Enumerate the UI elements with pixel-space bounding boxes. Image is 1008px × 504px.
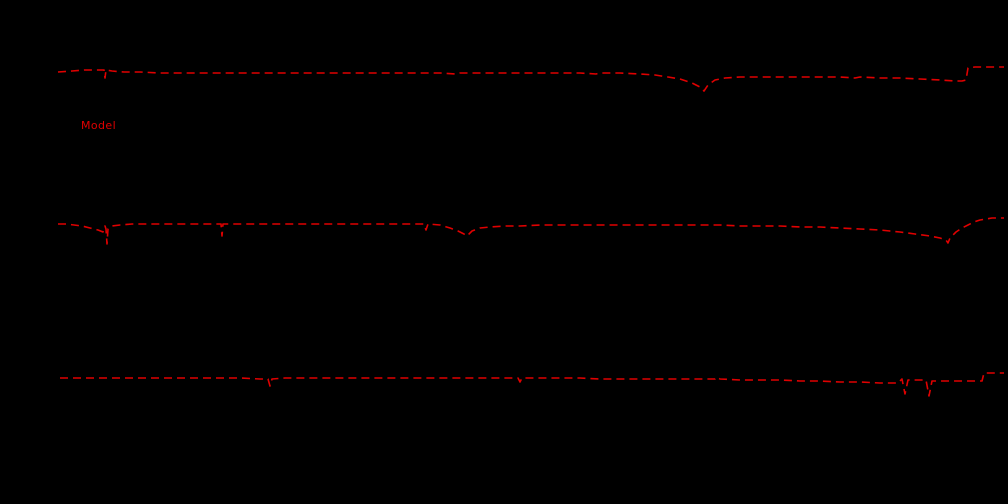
series-group xyxy=(57,66,1004,397)
series-line-trace-2 xyxy=(58,217,1004,245)
series-line-trace-1 xyxy=(57,66,1004,92)
legend-entry-model: Model xyxy=(81,119,117,132)
series-line-trace-3 xyxy=(60,372,1004,397)
